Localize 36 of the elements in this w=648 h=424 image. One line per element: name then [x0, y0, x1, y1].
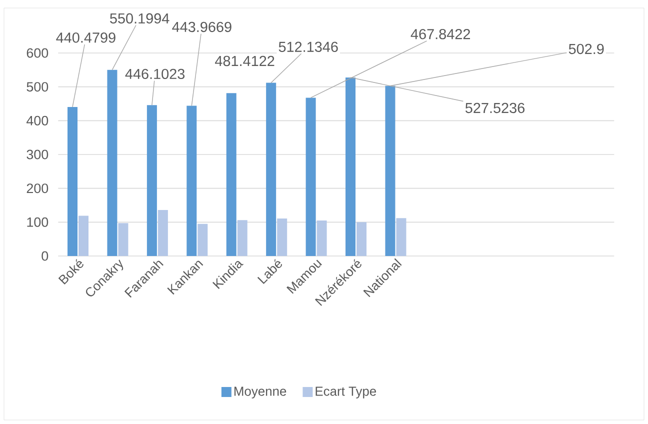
y-tick-label: 0: [42, 251, 48, 261]
bar: [396, 218, 406, 256]
y-tick-label: 300: [26, 150, 48, 160]
bar: [118, 223, 128, 256]
bar: [277, 218, 288, 256]
data-label: 443.9669: [172, 22, 232, 32]
bar: [266, 82, 276, 256]
data-label: 502.9: [568, 44, 604, 54]
bar: [346, 78, 356, 256]
bar: [226, 93, 236, 256]
bar: [356, 222, 367, 256]
y-tick-label: 200: [26, 184, 48, 194]
legend-label: Moyenne: [234, 386, 286, 398]
data-label: 467.8422: [410, 28, 470, 40]
data-label: 440.4799: [56, 32, 116, 43]
data-label: 512.1346: [278, 42, 338, 52]
bar: [385, 86, 396, 256]
bar: [146, 105, 157, 256]
bar: [186, 106, 197, 256]
bar: [316, 220, 327, 256]
data-label: 481.4122: [215, 56, 274, 66]
data-label: 527.5236: [465, 102, 524, 114]
bar: [158, 210, 168, 256]
data-label: 446.1023: [125, 68, 185, 80]
y-tick-label: 500: [26, 82, 48, 92]
bar: [237, 220, 248, 256]
bar: [107, 70, 118, 256]
y-tick-label: 600: [26, 48, 48, 58]
bar: [306, 98, 316, 256]
legend-label: Ecart Type: [316, 386, 376, 398]
y-tick-label: 400: [26, 116, 48, 126]
bar: [198, 224, 208, 256]
bar: [78, 216, 89, 256]
data-label: 550.1994: [110, 13, 170, 24]
bar: [68, 106, 78, 256]
y-tick-label: 100: [27, 217, 48, 227]
